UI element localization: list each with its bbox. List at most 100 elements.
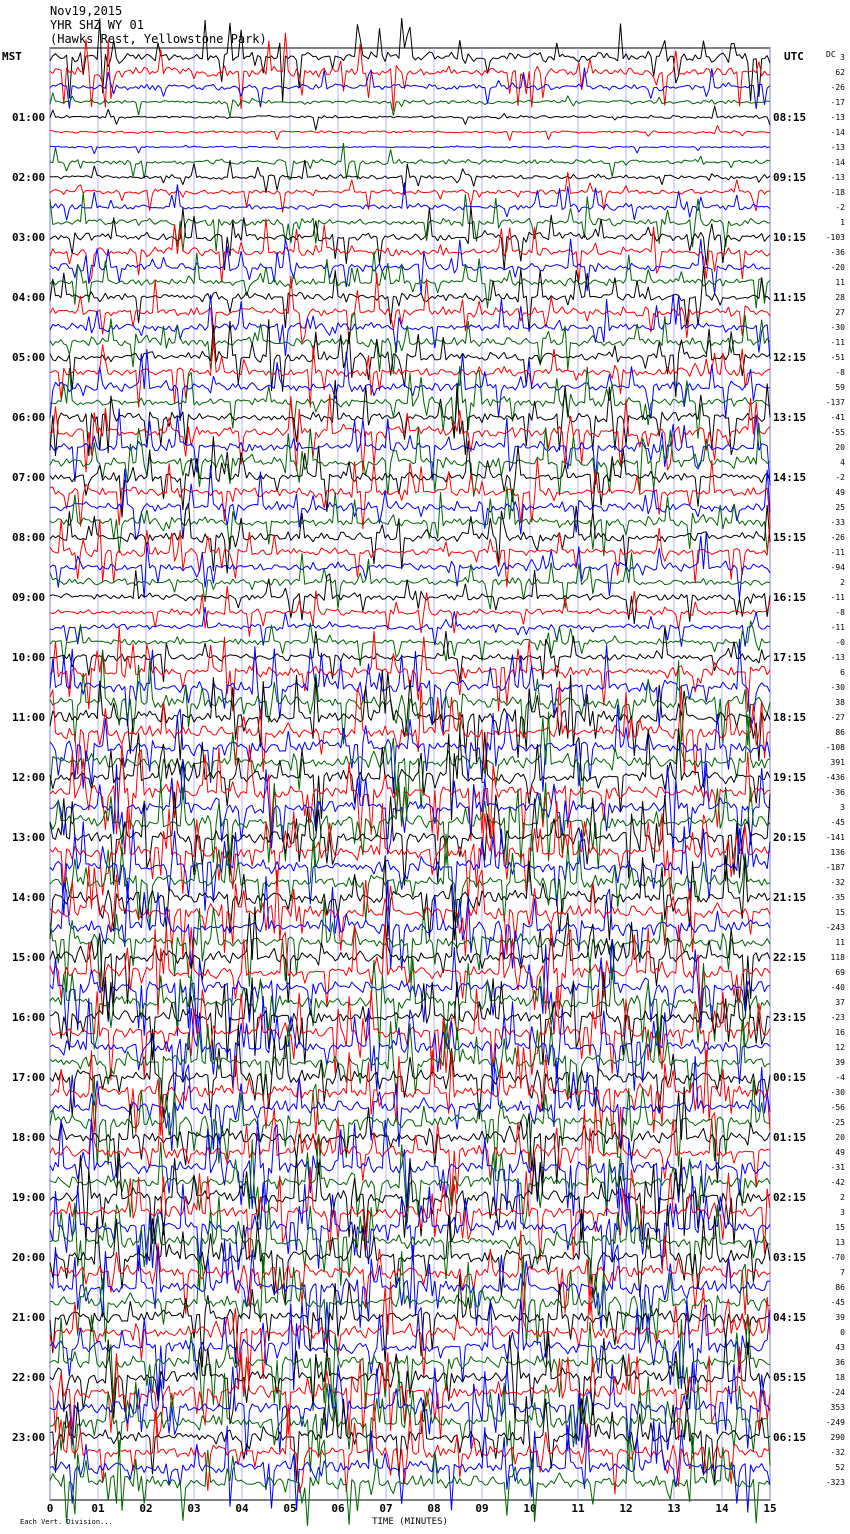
dc-offset-label: -20 — [831, 263, 846, 272]
seismic-trace — [49, 319, 771, 398]
dc-offset-label: -187 — [826, 863, 845, 872]
hour-label-left: 14:00 — [12, 891, 45, 904]
dc-offset-label: -26 — [831, 83, 846, 92]
dc-offset-label: 15 — [835, 908, 845, 917]
hour-label-left: 02:00 — [12, 171, 45, 184]
dc-offset-label: -36 — [831, 788, 846, 797]
dc-offset-label: -25 — [831, 1118, 846, 1127]
dc-offset-label: -56 — [831, 1103, 846, 1112]
header-station: YHR SHZ WY 01 — [50, 18, 144, 32]
dc-offset-label: -14 — [831, 158, 846, 167]
seismic-trace — [49, 1044, 771, 1138]
x-axis-label: TIME (MINUTES) — [372, 1517, 448, 1527]
hour-label-left: 15:00 — [12, 951, 45, 964]
dc-offset-label: 12 — [835, 1043, 845, 1052]
dc-offset-label: -11 — [831, 623, 846, 632]
hour-label-right: 18:15 — [773, 711, 806, 724]
dc-offset-label: -141 — [826, 833, 845, 842]
seismic-trace — [49, 971, 771, 1066]
hour-label-left: 19:00 — [12, 1191, 45, 1204]
hour-label-left: 21:00 — [12, 1311, 45, 1324]
dc-offset-label: 1 — [840, 218, 845, 227]
seismic-trace — [49, 143, 771, 180]
right-timezone-label: UTC — [784, 50, 804, 63]
hour-label-right: 14:15 — [773, 471, 806, 484]
dc-offset-label: -11 — [831, 593, 846, 602]
seismic-trace — [49, 1204, 771, 1304]
seismic-trace — [49, 105, 771, 131]
hour-label-right: 23:15 — [773, 1011, 806, 1024]
seismic-trace — [49, 518, 771, 588]
dc-offset-label: 118 — [831, 953, 846, 962]
dc-offset-label: 2 — [840, 1193, 845, 1202]
dc-offset-label: 11 — [835, 278, 845, 287]
seismic-trace — [49, 266, 771, 332]
seismic-trace — [49, 531, 771, 599]
seismic-trace — [49, 172, 771, 213]
dc-offset-label: 86 — [835, 728, 845, 737]
hour-label-left: 11:00 — [12, 711, 45, 724]
seismic-trace — [49, 1166, 771, 1261]
seismic-trace — [49, 626, 771, 713]
dc-offset-label: 59 — [835, 383, 845, 392]
dc-offset-label: 28 — [835, 293, 845, 302]
dc-offset-label: -2 — [835, 473, 845, 482]
dc-offset-label: 136 — [831, 848, 846, 857]
seismic-trace — [49, 502, 771, 574]
dc-offset-label: -36 — [831, 248, 846, 257]
dc-offset-label: -11 — [831, 338, 846, 347]
hour-label-left: 12:00 — [12, 771, 45, 784]
seismic-trace — [49, 744, 771, 842]
hour-label-left: 01:00 — [12, 111, 45, 124]
x-tick-label: 14 — [715, 1502, 729, 1515]
seismic-trace — [49, 759, 771, 855]
dc-offset-label: -0 — [835, 638, 845, 647]
seismic-trace — [49, 1399, 771, 1495]
seismic-trace — [49, 1396, 771, 1484]
dc-offset-label: 391 — [831, 758, 846, 767]
hour-label-right: 21:15 — [773, 891, 806, 904]
dc-column-label: DC — [826, 50, 836, 59]
seismic-trace — [49, 1230, 771, 1316]
seismic-trace — [49, 272, 771, 343]
dc-offset-label: -8 — [835, 608, 845, 617]
seismic-trace — [49, 1024, 771, 1120]
dc-offset-label: -33 — [831, 518, 846, 527]
dc-offset-label: 353 — [831, 1403, 846, 1412]
dc-offset-label: -243 — [826, 923, 845, 932]
seismic-trace — [49, 781, 771, 870]
seismic-trace — [49, 144, 771, 154]
dc-offset-label: 49 — [835, 488, 845, 497]
seismic-trace — [49, 704, 771, 798]
dc-offset-label: 4 — [840, 458, 845, 467]
dc-offset-label: 25 — [835, 503, 845, 512]
seismic-trace — [49, 422, 771, 497]
hour-label-left: 09:00 — [12, 591, 45, 604]
seismic-trace — [49, 293, 771, 359]
dc-offset-label: 37 — [835, 998, 845, 1007]
hour-label-left: 03:00 — [12, 231, 45, 244]
seismic-trace — [49, 366, 771, 439]
dc-offset-label: -26 — [831, 533, 846, 542]
hour-label-right: 06:15 — [773, 1431, 806, 1444]
seismic-trace — [49, 1176, 771, 1278]
seismic-trace — [49, 939, 771, 1037]
hour-label-right: 11:15 — [773, 291, 806, 304]
seismic-trace — [49, 1239, 771, 1333]
seismic-trace — [49, 1281, 771, 1379]
seismic-trace — [49, 159, 771, 195]
seismic-trace — [49, 1435, 771, 1527]
dc-offset-label: -32 — [831, 1448, 846, 1457]
dc-offset-label: -18 — [831, 188, 846, 197]
x-tick-label: 12 — [619, 1502, 632, 1515]
x-tick-label: 07 — [379, 1502, 392, 1515]
hour-label-right: 15:15 — [773, 531, 806, 544]
seismic-trace — [49, 669, 771, 763]
dc-offset-label: -94 — [831, 563, 846, 572]
dc-offset-label: -27 — [831, 713, 846, 722]
dc-offset-label: 11 — [835, 938, 845, 947]
dc-offset-label: -70 — [831, 1253, 846, 1262]
seismic-trace — [49, 312, 771, 374]
dc-offset-label: -23 — [831, 1013, 846, 1022]
